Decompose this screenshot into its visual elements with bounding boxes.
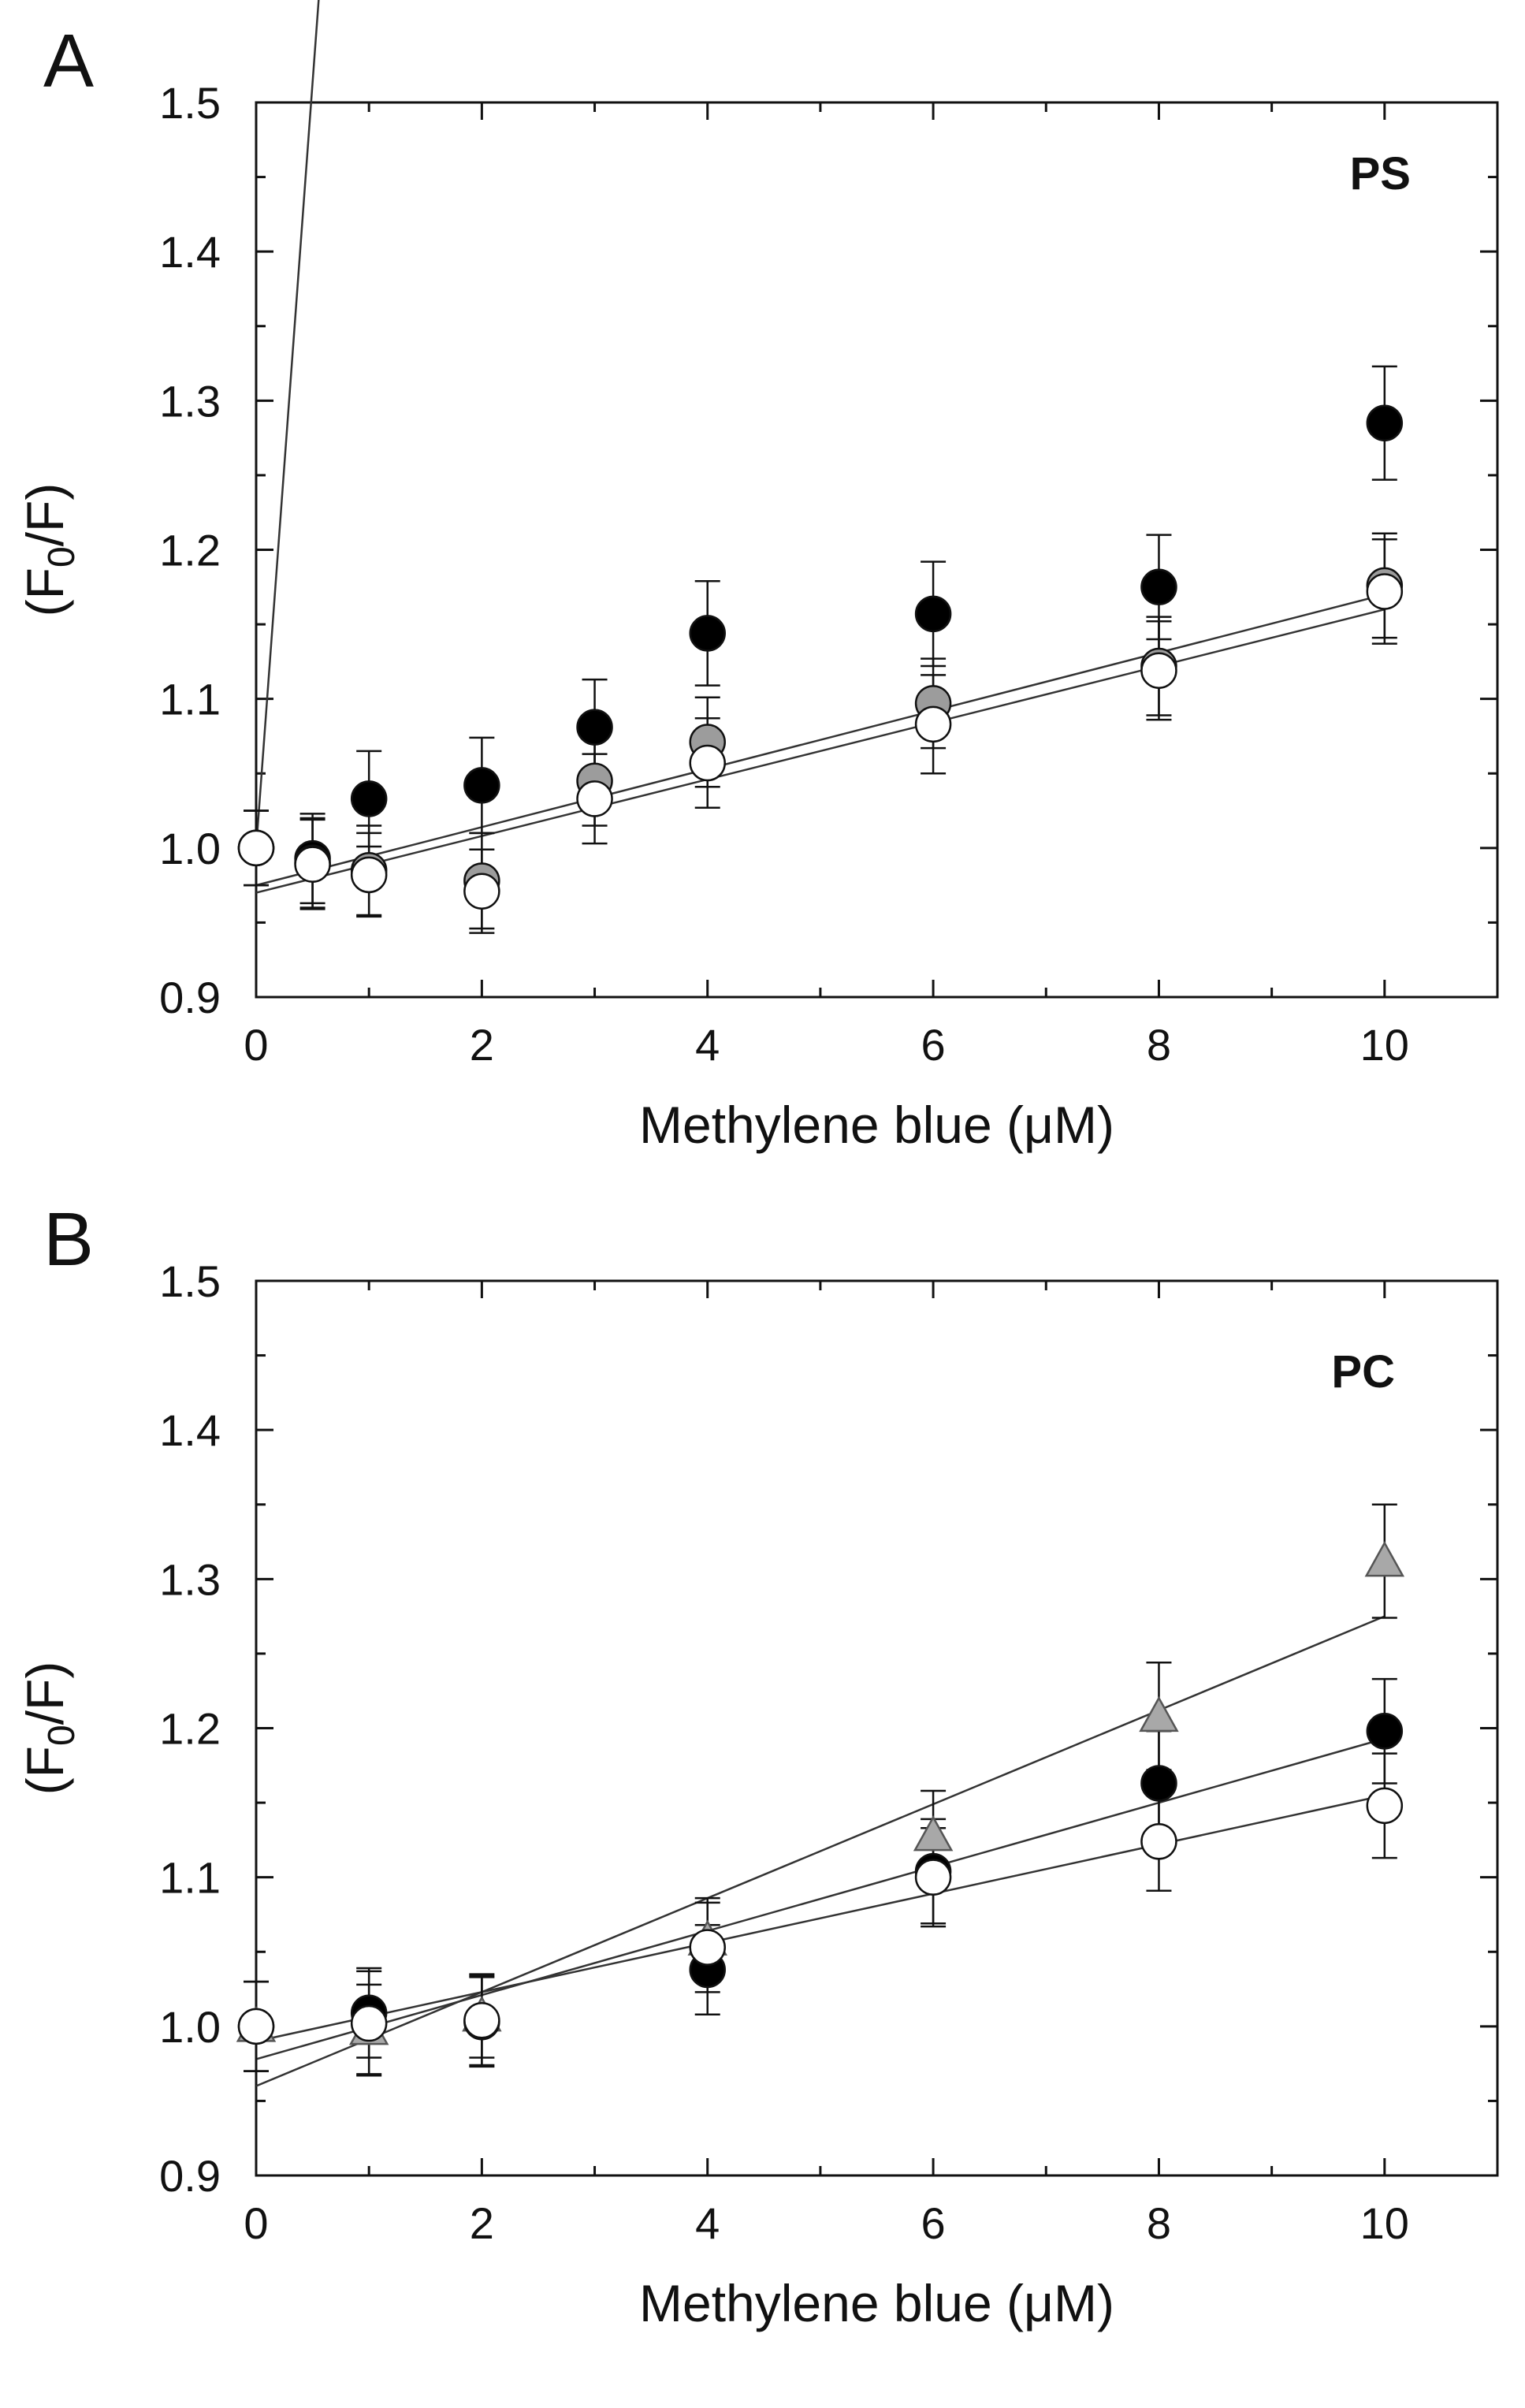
y-tick-label: 1.5	[159, 1256, 221, 1306]
panel-letter: A	[43, 19, 94, 103]
y-axis-title-main: (F	[16, 1746, 74, 1795]
x-tick-label: 6	[921, 1020, 946, 1070]
y-tick-label: 1.0	[159, 2002, 221, 2052]
y-axis-title: (F0/F)	[16, 483, 83, 617]
point-black-circles	[1366, 1713, 1404, 1750]
x-tick-label: 8	[1147, 2198, 1171, 2248]
x-tick-label: 10	[1360, 1020, 1409, 1070]
panel-a: A 0 2 4 6 8 10 0.9 1.0 1.1 1.2 1.3 1.4 1.5 Methylene b…	[16, 0, 1499, 1154]
point-open-circles	[689, 1929, 726, 1966]
x-tick-label: 10	[1360, 2198, 1409, 2248]
x-axis-title: Methylene blue (μM)	[639, 2274, 1114, 2332]
point-open-circles	[1140, 1823, 1177, 1860]
fit-line-black-circles	[255, 0, 320, 848]
x-tick-label: 2	[470, 2198, 494, 2248]
point-open-circles	[350, 856, 388, 894]
y-tick-label: 1.3	[159, 376, 221, 426]
point-open-circles	[576, 780, 613, 817]
x-tick-label: 0	[244, 2198, 268, 2248]
y-tick-label: 1.3	[159, 1554, 221, 1604]
y-axis-title-tail: /F)	[16, 483, 74, 547]
point-open-circles	[1140, 652, 1177, 689]
x-axis-title: Methylene blue (μM)	[639, 1096, 1114, 1154]
point-open-circles	[914, 1859, 952, 1896]
inset-label: PS	[1350, 148, 1411, 199]
point-grey-triangles	[1139, 1695, 1179, 1732]
point-open-circles	[237, 829, 275, 867]
point-open-circles	[237, 2008, 275, 2045]
point-black-circles	[689, 615, 726, 652]
plot-frame	[255, 1279, 1499, 2177]
x-tick-label: 8	[1147, 1020, 1171, 1070]
point-black-circles	[576, 709, 613, 746]
plot-frame	[255, 101, 1499, 999]
point-open-circles	[689, 744, 726, 782]
x-tick-label: 6	[921, 2198, 946, 2248]
point-black-circles	[914, 595, 952, 633]
point-open-circles	[463, 2002, 500, 2039]
fit-line-grey-triangles	[255, 1615, 1386, 2087]
point-open-circles	[1366, 1787, 1404, 1825]
y-axis-title-subscript: 0	[41, 546, 83, 568]
x-tick-label: 2	[470, 1020, 494, 1070]
y-tick-label: 0.9	[159, 973, 221, 1022]
y-tick-label: 1.1	[159, 675, 221, 724]
inset-label: PC	[1331, 1346, 1395, 1398]
point-open-circles	[350, 2004, 388, 2042]
fit-line-grey-circles	[255, 594, 1386, 887]
y-axis-title-tail: /F)	[16, 1662, 74, 1725]
y-tick-label: 1.2	[159, 526, 221, 575]
y-tick-label: 1.1	[159, 1853, 221, 1903]
x-tick-label: 0	[244, 1020, 268, 1070]
fit-line-open-circles	[255, 608, 1386, 894]
y-tick-label: 1.4	[159, 1405, 221, 1455]
point-black-circles	[463, 767, 500, 804]
point-black-circles	[1140, 568, 1177, 606]
point-open-circles	[294, 846, 331, 883]
y-tick-label: 1.0	[159, 824, 221, 873]
fit-line-open-circles	[255, 1794, 1386, 2042]
x-tick-label: 4	[695, 1020, 720, 1070]
y-tick-label: 1.4	[159, 227, 221, 277]
y-axis-title-subscript: 0	[41, 1725, 83, 1746]
point-grey-triangles	[913, 1815, 954, 1852]
panel-letter: B	[43, 1197, 94, 1282]
y-tick-label: 1.2	[159, 1704, 221, 1754]
panel-b: B 0 2 4 6 8 10 0.9 1.0 1.1 1.2 1.3 1.4 1.5 Methylene b…	[16, 1197, 1499, 2332]
point-open-circles	[463, 873, 500, 910]
point-open-circles	[914, 705, 952, 743]
point-black-circles	[1366, 404, 1404, 441]
y-axis-title-main: (F	[16, 568, 74, 616]
fit-line-black-circles	[255, 1737, 1386, 2060]
y-tick-label: 0.9	[159, 2151, 221, 2201]
y-tick-label: 1.5	[159, 78, 221, 128]
point-grey-triangles	[1364, 1540, 1405, 1577]
point-black-circles	[1140, 1765, 1177, 1802]
point-open-circles	[1366, 573, 1404, 610]
x-tick-label: 4	[695, 2198, 720, 2248]
point-black-circles	[350, 780, 388, 817]
y-axis-title: (F0/F)	[16, 1662, 83, 1796]
